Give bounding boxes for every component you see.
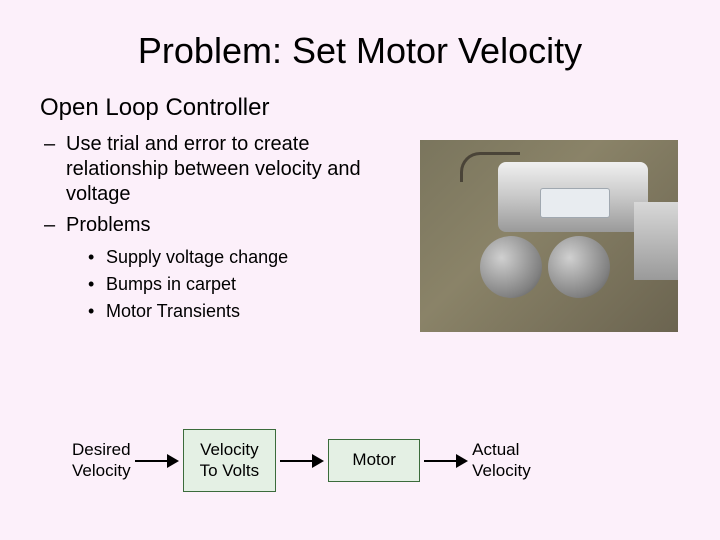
- flow-text-line: To Volts: [200, 461, 260, 480]
- photo-block-shape: [634, 202, 678, 280]
- photo-cap-shape: [480, 236, 542, 298]
- flow-input-label: Desired Velocity: [72, 440, 131, 481]
- flow-text-line: Velocity: [200, 440, 259, 459]
- flow-box-motor: Motor: [328, 439, 420, 481]
- arrow-icon: [135, 454, 179, 468]
- slide-title: Problem: Set Motor Velocity: [40, 30, 680, 72]
- slide-subtitle: Open Loop Controller: [40, 94, 680, 122]
- flow-text-line: Desired: [72, 440, 131, 459]
- arrow-icon: [280, 454, 324, 468]
- photo-cap-shape: [548, 236, 610, 298]
- arrow-icon: [424, 454, 468, 468]
- flow-diagram: Desired Velocity Velocity To Volts Motor…: [72, 429, 531, 492]
- flow-box-velocity-to-volts: Velocity To Volts: [183, 429, 277, 492]
- photo-label-shape: [540, 188, 610, 218]
- bullet-text: Problems: [66, 214, 150, 236]
- flow-output-label: Actual Velocity: [472, 440, 531, 481]
- bullet-item: Use trial and error to create relationsh…: [66, 132, 406, 207]
- flow-text-line: Velocity: [472, 461, 531, 480]
- slide-container: Problem: Set Motor Velocity Open Loop Co…: [0, 0, 720, 540]
- flow-text-line: Velocity: [72, 461, 131, 480]
- flow-text-line: Actual: [472, 440, 519, 459]
- motor-photo: [420, 140, 678, 332]
